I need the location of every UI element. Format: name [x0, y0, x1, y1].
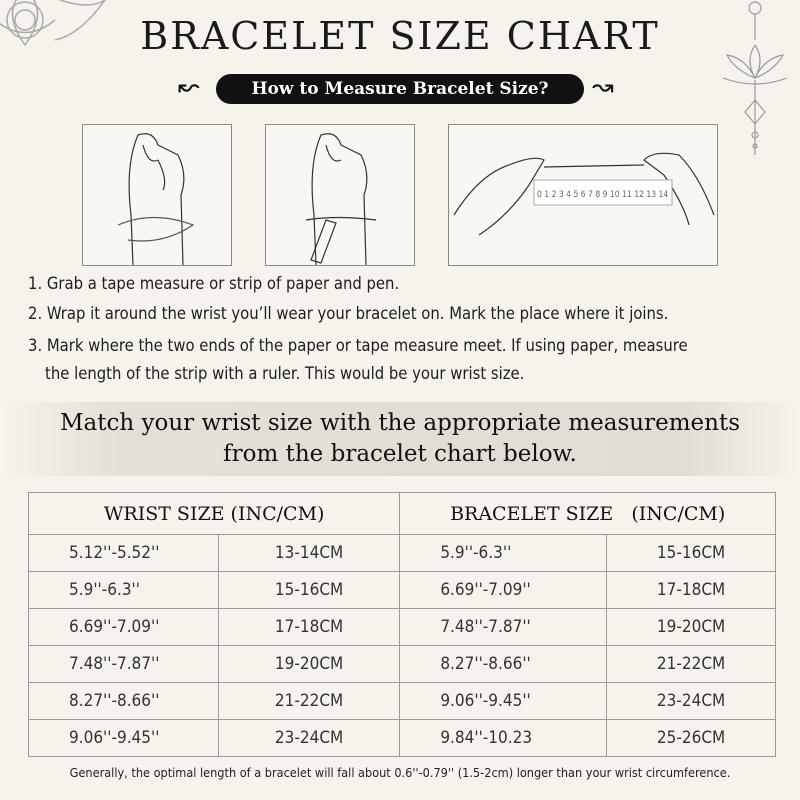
- bracelet-cm-cell: 19-20CM: [606, 608, 776, 646]
- bracelet-inch-cell: 5.9''-6.3'': [399, 534, 608, 572]
- bracelet-cm-cell: 17-18CM: [606, 571, 776, 609]
- swirl-right-icon: ↝: [592, 72, 614, 102]
- wrist-inch-cell: 9.06''-9.45'': [28, 719, 219, 757]
- wrist-inch-cell: 6.69''-7.09'': [28, 608, 219, 646]
- footer-note: Generally, the optimal length of a brace…: [69, 765, 731, 780]
- size-table: WRIST SIZE (INC/CM) BRACELET SIZE (INC/C…: [27, 492, 776, 757]
- bracelet-inch-cell: 6.69''-7.09'': [399, 571, 608, 609]
- bracelet-inch-cell: 8.27''-8.66'': [399, 645, 608, 683]
- bracelet-cm-cell: 21-22CM: [606, 645, 776, 683]
- wrist-inch-cell: 5.12''-5.52'': [28, 534, 219, 572]
- wrist-inch-cell: 7.48''-7.87'': [28, 645, 219, 683]
- wrist-cm-cell: 13-14CM: [217, 534, 401, 572]
- wrist-cm-cell: 19-20CM: [217, 645, 401, 683]
- table-row: 6.69''-7.09'' 17-18CM 7.48''-7.87'' 19-20CM: [28, 608, 776, 646]
- step1-illustration: [82, 124, 232, 266]
- bracelet-cm-cell: 25-26CM: [606, 719, 776, 757]
- wrist-inch-cell: 5.9''-6.3'': [28, 571, 219, 609]
- table-row: 5.12''-5.52'' 13-14CM 5.9''-6.3'' 15-16CM: [28, 534, 776, 572]
- wrist-inch-cell: 8.27''-8.66'': [28, 682, 219, 720]
- table-row: 5.9''-6.3'' 15-16CM 6.69''-7.09'' 17-18CM: [28, 571, 776, 609]
- bracelet-cm-cell: 15-16CM: [606, 534, 776, 572]
- ruler-numbers: 0 1 2 3 4 5 6 7 8 9 10 11 12 13 14: [537, 190, 668, 200]
- instruction-2: 2. Wrap it around the wrist you’ll wear …: [28, 304, 669, 323]
- bracelet-inch-cell: 9.06''-9.45'': [399, 682, 608, 720]
- bracelet-size-header: BRACELET SIZE (INC/CM): [399, 492, 776, 535]
- table-row: 7.48''-7.87'' 19-20CM 8.27''-8.66'' 21-22CM: [28, 645, 776, 683]
- wrist-cm-cell: 17-18CM: [217, 608, 401, 646]
- hand-pen-icon: [305, 133, 377, 266]
- match-banner: Match your wrist size with the appropria…: [0, 402, 800, 476]
- bracelet-inch-cell: 9.84''-10.23: [399, 719, 608, 757]
- instruction-3-cont: the length of the strip with a ruler. Th…: [45, 364, 525, 383]
- ruler-hands-icon: 0 1 2 3 4 5 6 7 8 9 10 11 12 13 14: [453, 152, 715, 236]
- table-header: WRIST SIZE (INC/CM) BRACELET SIZE (INC/C…: [27, 492, 776, 535]
- wrist-cm-cell: 21-22CM: [217, 682, 401, 720]
- hand-tape-icon: [117, 133, 195, 266]
- swirl-left-icon: ↜: [178, 72, 200, 102]
- subtitle-pill: How to Measure Bracelet Size?: [216, 74, 584, 104]
- step2-illustration: [265, 124, 415, 266]
- instruction-1: 1. Grab a tape measure or strip of paper…: [28, 274, 400, 293]
- step3-illustration: 0 1 2 3 4 5 6 7 8 9 10 11 12 13 14: [448, 124, 718, 266]
- wrist-size-header: WRIST SIZE (INC/CM): [27, 492, 401, 535]
- bracelet-cm-cell: 23-24CM: [606, 682, 776, 720]
- wrist-cm-cell: 23-24CM: [217, 719, 401, 757]
- match-line-1: Match your wrist size with the appropria…: [59, 410, 741, 436]
- wrist-cm-cell: 15-16CM: [217, 571, 401, 609]
- lotus-ornament-icon: [722, 1, 788, 155]
- table-row: 8.27''-8.66'' 21-22CM 9.06''-9.45'' 23-24CM: [28, 682, 776, 720]
- table-row: 9.06''-9.45'' 23-24CM 9.84''-10.23 25-26CM: [28, 719, 776, 757]
- page-title: BRACELET SIZE CHART: [140, 14, 660, 58]
- match-line-2: from the bracelet chart below.: [223, 441, 577, 467]
- bracelet-inch-cell: 7.48''-7.87'': [399, 608, 608, 646]
- mandala-ornament-icon: [0, 0, 106, 47]
- instruction-3: 3. Mark where the two ends of the paper …: [28, 336, 688, 355]
